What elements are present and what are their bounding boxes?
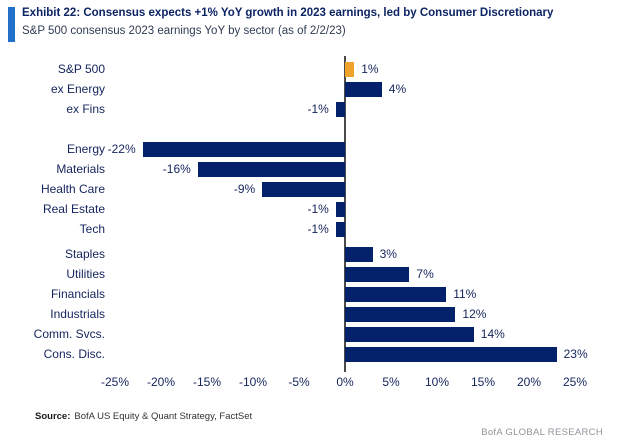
bar (345, 326, 474, 342)
x-tick-label: -20% (146, 375, 176, 389)
bar (335, 101, 345, 117)
category-label: Financials (50, 287, 105, 301)
category-label: Staples (64, 247, 105, 261)
source-text: BofA US Equity & Quant Strategy, FactSet (74, 411, 253, 422)
value-label: 4% (388, 82, 407, 96)
bar (345, 266, 410, 282)
x-tick-label: 10% (424, 375, 450, 389)
category-label: Comm. Svcs. (33, 327, 105, 341)
x-tick-label: -5% (288, 375, 310, 389)
bar (335, 221, 345, 237)
value-label: 14% (480, 327, 505, 341)
x-tick-label: 15% (470, 375, 496, 389)
value-label: 7% (416, 267, 434, 281)
category-label: ex Energy (50, 82, 105, 96)
value-label: 3% (379, 247, 397, 261)
value-label: -22% (107, 142, 136, 156)
value-label: 11% (453, 287, 477, 301)
bar (345, 61, 355, 77)
x-tick-label: 25% (562, 375, 588, 389)
bar (345, 306, 456, 322)
value-label: 1% (361, 62, 379, 76)
x-tick-label: -10% (238, 375, 268, 389)
title-accent-strip (8, 7, 15, 42)
bar (262, 181, 345, 197)
value-label: 12% (462, 307, 487, 321)
source-note: Source: BofA US Equity & Quant Strategy, … (35, 410, 252, 423)
category-label: Health Care (40, 182, 105, 196)
value-label: -9% (233, 182, 256, 196)
value-label: -1% (307, 222, 329, 236)
value-label: -1% (307, 202, 329, 216)
bar (345, 246, 373, 262)
category-label: Materials (56, 162, 105, 176)
exhibit-title: Exhibit 22: Consensus expects +1% YoY gr… (22, 7, 554, 19)
x-tick-label: 0% (336, 375, 354, 389)
value-label: -16% (162, 162, 191, 176)
source-label: Source: (35, 411, 71, 422)
category-label: Tech (79, 222, 105, 236)
x-tick-label: -25% (100, 375, 130, 389)
category-label: Energy (66, 142, 105, 156)
x-tick-label: 20% (516, 375, 542, 389)
bar (197, 161, 345, 177)
bar (142, 141, 345, 157)
zero-axis-line (344, 56, 346, 372)
category-label: ex Fins (66, 102, 105, 116)
category-label: Utilities (66, 267, 105, 281)
brand-mark: BofA GLOBAL RESEARCH (481, 427, 603, 438)
x-tick-label: -15% (192, 375, 222, 389)
value-label: 23% (563, 347, 588, 361)
bar (335, 201, 345, 217)
chart-subtitle: S&P 500 consensus 2023 earnings YoY by s… (22, 25, 346, 37)
bar (345, 81, 382, 97)
category-label: S&P 500 (57, 62, 105, 76)
x-tick-label: 5% (382, 375, 400, 389)
value-label: -1% (307, 102, 329, 116)
bar (345, 346, 557, 362)
bar (345, 286, 447, 302)
category-label: Industrials (50, 307, 105, 321)
category-label: Cons. Disc. (43, 347, 105, 361)
category-label: Real Estate (42, 202, 105, 216)
